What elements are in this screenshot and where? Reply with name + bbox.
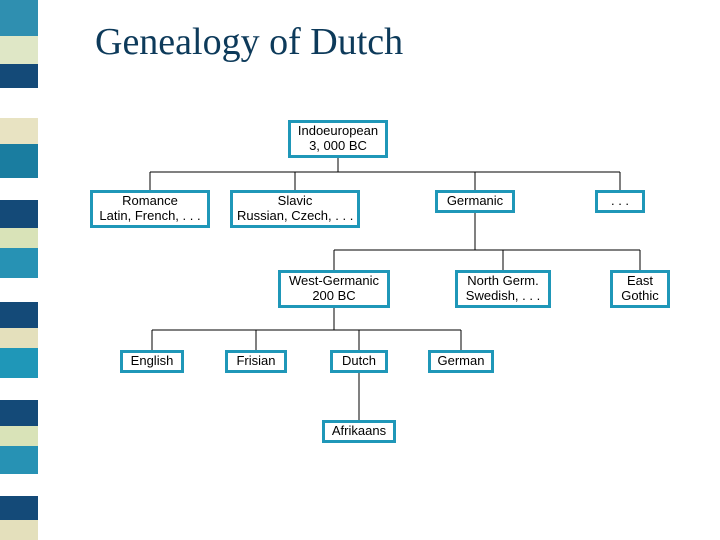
tree-node-slavic: SlavicRussian, Czech, . . . xyxy=(230,190,360,228)
tree-node-label: West-Germanic200 BC xyxy=(281,273,387,305)
tree-node-frisian: Frisian xyxy=(225,350,287,373)
sidebar-stripe xyxy=(0,348,38,378)
sidebar-stripe xyxy=(0,328,38,348)
tree-node-label: Indoeuropean3, 000 BC xyxy=(291,123,385,155)
tree-node-germanic: Germanic xyxy=(435,190,515,213)
sidebar-stripe xyxy=(0,36,38,64)
sidebar-stripe xyxy=(0,88,38,118)
sidebar-stripe xyxy=(0,0,38,36)
sidebar-stripe xyxy=(0,248,38,278)
sidebar-stripe xyxy=(0,228,38,248)
sidebar-stripe xyxy=(0,118,38,144)
tree-node-german: German xyxy=(428,350,494,373)
tree-node-label: RomanceLatin, French, . . . xyxy=(93,193,207,225)
tree-node-dutch: Dutch xyxy=(330,350,388,373)
tree-node-english: English xyxy=(120,350,184,373)
page-title: Genealogy of Dutch xyxy=(95,20,403,64)
tree-connectors xyxy=(50,110,700,510)
tree-node-afrikaans: Afrikaans xyxy=(322,420,396,443)
tree-node-indo: Indoeuropean3, 000 BC xyxy=(288,120,388,158)
tree-node-label: Frisian xyxy=(228,353,284,370)
tree-node-northg: North Germ.Swedish, . . . xyxy=(455,270,551,308)
tree-node-romance: RomanceLatin, French, . . . xyxy=(90,190,210,228)
sidebar-stripe xyxy=(0,144,38,178)
tree-node-east: EastGothic xyxy=(610,270,670,308)
genealogy-tree: Indoeuropean3, 000 BC RomanceLatin, Frenc… xyxy=(50,110,700,510)
sidebar-stripe xyxy=(0,520,38,540)
sidebar-stripe xyxy=(0,278,38,302)
tree-node-label: SlavicRussian, Czech, . . . xyxy=(233,193,357,225)
tree-node-label: English xyxy=(123,353,181,370)
tree-node-label: EastGothic xyxy=(613,273,667,305)
decorative-sidebar xyxy=(0,0,38,540)
sidebar-stripe xyxy=(0,378,38,400)
sidebar-stripe xyxy=(0,200,38,228)
tree-node-label: Afrikaans xyxy=(325,423,393,440)
sidebar-stripe xyxy=(0,426,38,446)
sidebar-stripe xyxy=(0,64,38,88)
sidebar-stripe xyxy=(0,302,38,328)
tree-node-label: German xyxy=(431,353,491,370)
sidebar-stripe xyxy=(0,496,38,520)
sidebar-stripe xyxy=(0,446,38,474)
tree-node-etc1: . . . xyxy=(595,190,645,213)
tree-node-label: Dutch xyxy=(333,353,385,370)
sidebar-stripe xyxy=(0,178,38,200)
tree-node-label: North Germ.Swedish, . . . xyxy=(458,273,548,305)
tree-node-westg: West-Germanic200 BC xyxy=(278,270,390,308)
tree-node-label: Germanic xyxy=(438,193,512,210)
sidebar-stripe xyxy=(0,474,38,496)
tree-node-label: . . . xyxy=(598,193,642,210)
sidebar-stripe xyxy=(0,400,38,426)
